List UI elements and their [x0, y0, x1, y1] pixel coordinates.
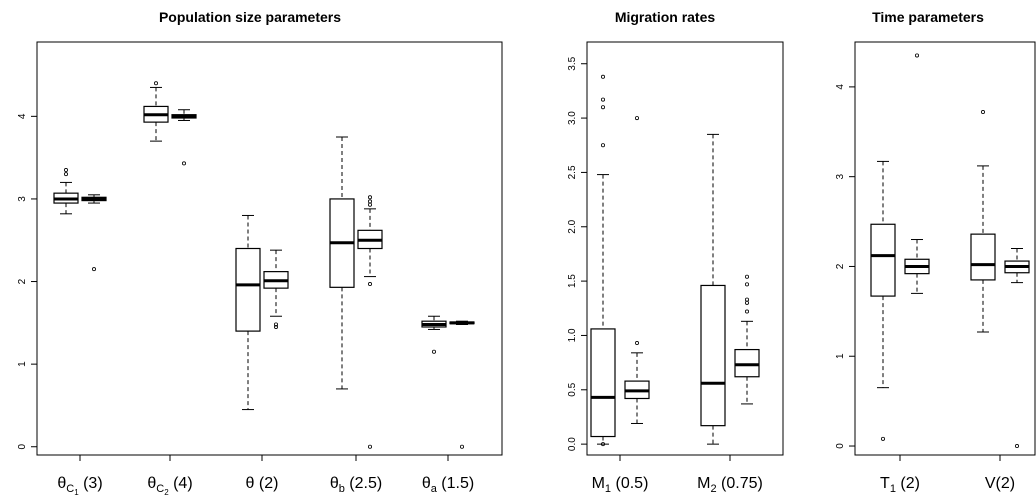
y-tick-label: 1	[17, 361, 28, 367]
outlier-point	[64, 172, 69, 177]
boxplot-box	[171, 109, 197, 166]
boxplot-box	[970, 110, 996, 333]
boxplot-box	[590, 74, 616, 447]
y-tick-label: 0	[835, 443, 846, 449]
y-tick-label: 1	[835, 353, 846, 359]
outlier-point	[601, 442, 606, 447]
outlier-point	[181, 161, 186, 166]
y-tick-label: 1.5	[567, 274, 578, 288]
panel-time-parameters: Time parameters 0 1 2 3 4 T1 (2) V(2)	[835, 9, 1036, 495]
y-tick-label: 4	[835, 84, 846, 90]
outlier-point	[459, 444, 464, 449]
outlier-point	[64, 168, 69, 173]
boxplot-box	[904, 53, 930, 294]
y-tick-label: 2.0	[567, 219, 578, 233]
outlier-point	[745, 300, 750, 305]
boxplot-box	[870, 160, 896, 441]
outlier-point	[367, 444, 372, 449]
panel-migration-rates: Migration rates 0.0 0.5 1.0 1.5 2.0 2.5 3.0 3.5…	[567, 9, 784, 495]
iqr-box	[734, 348, 760, 378]
boxplot-box	[357, 195, 383, 449]
outlier-point	[601, 105, 606, 110]
outlier-point	[915, 53, 920, 58]
outlier-point	[881, 436, 886, 441]
x-tick-label: θ (2)	[246, 475, 279, 492]
boxplot-box	[734, 274, 760, 405]
outlier-point	[367, 202, 372, 207]
outlier-point	[273, 324, 278, 329]
outlier-point	[431, 349, 436, 354]
y-tick-label: 3	[17, 196, 28, 202]
x-tick-label: V(2)	[985, 475, 1015, 492]
boxplot-box	[329, 136, 355, 390]
boxplot-box	[421, 315, 447, 354]
boxplot-box	[53, 168, 79, 215]
outlier-point	[367, 199, 372, 204]
outlier-point	[745, 282, 750, 287]
outlier-point	[153, 81, 158, 86]
iqr-box	[970, 233, 996, 281]
y-tick-label: 2	[835, 263, 846, 269]
panel-title: Population size parameters	[159, 9, 341, 25]
x-tick-label: θb (2.5)	[330, 475, 382, 495]
y-tick-label: 3.5	[567, 56, 578, 70]
outlier-point	[601, 97, 606, 102]
boxplot-box	[624, 116, 650, 424]
outlier-point	[601, 74, 606, 79]
outlier-point	[273, 322, 278, 327]
panel-population-size: Population size parameters 0 1 2 3 4 θC1 (3) θ…	[17, 9, 503, 497]
y-tick-label: 0	[17, 444, 28, 450]
plot-frame	[36, 41, 503, 456]
outlier-point	[635, 116, 640, 121]
y-tick-label: 4	[17, 113, 28, 119]
boxplot-box	[143, 81, 169, 142]
boxplot-box	[263, 249, 289, 329]
plot-frame	[586, 41, 784, 456]
y-tick-label: 0.0	[567, 437, 578, 451]
boxplot-box	[1004, 248, 1030, 449]
y-tick-label: 0.5	[567, 382, 578, 396]
y-tick-label: 2.5	[567, 165, 578, 179]
outlier-point	[745, 309, 750, 314]
boxplot-box	[700, 133, 726, 445]
iqr-box	[590, 328, 616, 438]
x-tick-label: θC1 (3)	[57, 475, 102, 497]
iqr-box	[700, 284, 726, 427]
iqr-box	[235, 247, 261, 332]
y-tick-label: 3	[835, 173, 846, 179]
outlier-point	[367, 195, 372, 200]
outlier-point	[745, 274, 750, 279]
iqr-box	[870, 223, 896, 297]
panel-title: Migration rates	[615, 9, 716, 25]
boxplot-box	[81, 194, 107, 272]
boxplot-box	[449, 320, 475, 449]
plot-frame	[854, 41, 1036, 456]
outlier-point	[601, 143, 606, 148]
boxplot-box	[235, 214, 261, 411]
y-tick-label: 3.0	[567, 111, 578, 125]
outlier-point	[745, 297, 750, 302]
outlier-point	[981, 110, 986, 115]
outlier-point	[367, 282, 372, 287]
x-tick-label: M2 (0.75)	[697, 475, 763, 495]
panel-title: Time parameters	[872, 9, 984, 25]
y-tick-label: 1.0	[567, 328, 578, 342]
outlier-point	[92, 267, 97, 272]
x-tick-label: T1 (2)	[880, 475, 920, 495]
x-tick-label: θa (1.5)	[422, 475, 474, 495]
outlier-point	[1015, 444, 1020, 449]
x-tick-label: M1 (0.5)	[592, 475, 649, 495]
y-tick-label: 2	[17, 278, 28, 284]
outlier-point	[635, 341, 640, 346]
x-tick-label: θC2 (4)	[147, 475, 192, 497]
